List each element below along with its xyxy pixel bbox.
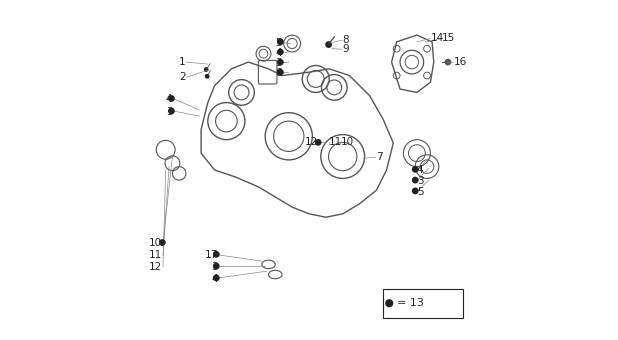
Text: 3: 3	[276, 58, 282, 68]
Text: 15: 15	[442, 33, 455, 44]
Circle shape	[205, 74, 209, 78]
Text: 3: 3	[166, 107, 172, 117]
Text: 16: 16	[454, 57, 467, 67]
Circle shape	[205, 68, 208, 71]
Text: = 13: = 13	[397, 298, 423, 308]
Circle shape	[214, 252, 219, 257]
Circle shape	[413, 188, 418, 193]
Circle shape	[413, 177, 418, 183]
Text: 6: 6	[276, 68, 282, 78]
Circle shape	[386, 300, 392, 307]
Text: 4: 4	[276, 48, 282, 58]
Text: 10: 10	[149, 238, 163, 248]
Circle shape	[277, 59, 283, 65]
Circle shape	[445, 59, 451, 65]
Text: 4: 4	[417, 165, 423, 175]
Circle shape	[277, 39, 283, 45]
Circle shape	[169, 96, 174, 101]
Text: 11: 11	[149, 250, 163, 260]
Text: 5: 5	[276, 37, 282, 48]
Text: 3: 3	[417, 176, 423, 186]
Circle shape	[413, 167, 418, 172]
Text: 14: 14	[430, 33, 444, 44]
Circle shape	[315, 140, 321, 145]
Text: 1: 1	[179, 57, 186, 67]
Text: 11: 11	[329, 137, 342, 147]
Text: 7: 7	[376, 152, 383, 162]
Text: 4: 4	[166, 94, 172, 104]
Text: 12: 12	[149, 262, 163, 272]
Circle shape	[214, 275, 219, 280]
Text: 5: 5	[417, 187, 423, 197]
Circle shape	[277, 69, 283, 75]
Text: 9: 9	[343, 44, 349, 54]
Text: 8: 8	[343, 35, 349, 45]
Text: 2: 2	[179, 72, 186, 82]
Text: 12: 12	[305, 137, 318, 147]
Circle shape	[214, 264, 219, 269]
Text: 10: 10	[341, 137, 354, 147]
Circle shape	[326, 42, 331, 47]
Text: 3: 3	[211, 262, 218, 272]
Circle shape	[159, 240, 165, 245]
Text: 17: 17	[205, 250, 218, 260]
Text: 4: 4	[211, 274, 218, 284]
Circle shape	[169, 108, 174, 114]
Circle shape	[277, 49, 283, 55]
